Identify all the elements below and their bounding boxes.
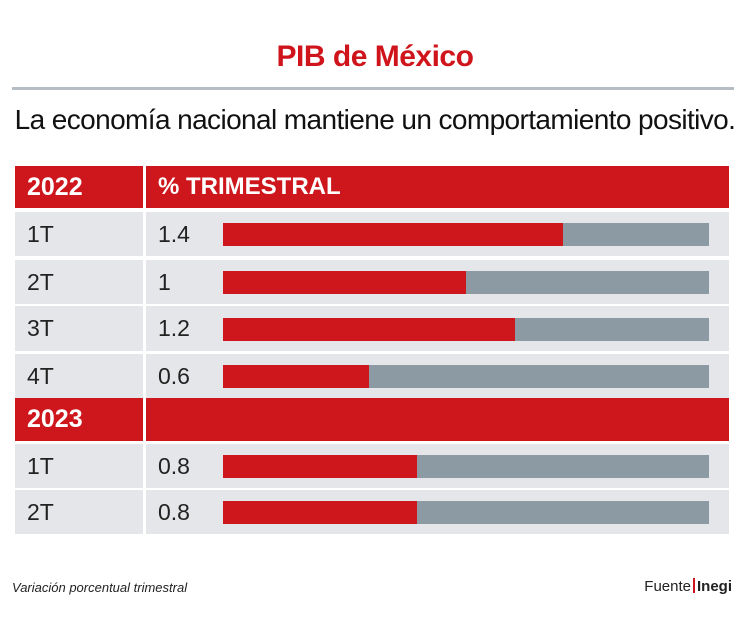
bar xyxy=(223,223,564,246)
source-label: Fuente xyxy=(644,578,691,595)
source-separator xyxy=(692,578,695,593)
table-row: 2T 1 xyxy=(15,260,729,304)
source-credit: Fuente Inegi xyxy=(644,578,732,595)
year-label-2023: 2023 xyxy=(15,398,143,441)
quarter-label: 2T xyxy=(15,260,143,304)
quarter-label: 1T xyxy=(15,212,143,256)
bar xyxy=(223,365,369,388)
bar-track xyxy=(223,223,709,246)
value-label: 1 xyxy=(158,268,171,295)
bar-track xyxy=(223,271,709,294)
quarter-label: 1T xyxy=(15,444,143,488)
bar xyxy=(223,271,466,294)
table-row: 3T 1.2 xyxy=(15,306,729,351)
chart-title: PIB de México xyxy=(276,40,474,73)
value-label: 1.4 xyxy=(158,220,190,247)
year-label-2022: 2022 xyxy=(15,166,143,208)
table-row: 2T 0.8 xyxy=(15,490,729,534)
quarter-label: 2T xyxy=(15,490,143,534)
bar xyxy=(223,501,418,524)
bar-track xyxy=(223,501,709,524)
footnote: Variación porcentual trimestral xyxy=(12,580,188,595)
bar-track xyxy=(223,317,709,341)
year-header-band xyxy=(146,398,729,441)
title-divider xyxy=(12,87,734,90)
bar xyxy=(223,317,515,341)
table-row: 1T 1.4 xyxy=(15,212,729,256)
chart-subtitle: La economía nacional mantiene un comport… xyxy=(14,104,736,135)
quarter-label: 4T xyxy=(15,354,143,398)
value-label: 1.2 xyxy=(158,315,190,341)
value-label: 0.6 xyxy=(158,362,190,389)
value-label: 0.8 xyxy=(158,452,190,479)
quarter-label: 3T xyxy=(15,306,143,351)
table-row: 4T 0.6 xyxy=(15,354,729,398)
bar xyxy=(223,455,418,478)
table-row: 1T 0.8 xyxy=(15,444,729,488)
column-header: % TRIMESTRAL xyxy=(146,166,729,208)
bar-track xyxy=(223,365,709,388)
source-name: Inegi xyxy=(696,578,732,595)
year-header-row-2022: 2022 % TRIMESTRAL xyxy=(15,166,729,208)
year-header-row-2023: 2023 xyxy=(15,398,729,441)
bar-track xyxy=(223,455,709,478)
value-label: 0.8 xyxy=(158,498,190,525)
